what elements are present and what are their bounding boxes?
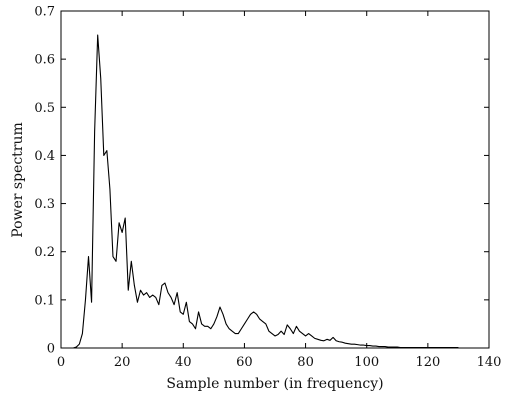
x-tick-label: 40 bbox=[175, 355, 192, 370]
y-tick-label: 0.5 bbox=[34, 101, 55, 116]
y-tick-label: 0.4 bbox=[34, 149, 55, 164]
x-tick-label: 60 bbox=[236, 355, 253, 370]
x-tick-label: 100 bbox=[354, 355, 379, 370]
y-axis-ticks: 0 0.1 0.2 0.3 0.4 0.5 0.6 0.7 bbox=[34, 5, 489, 357]
y-tick-label: 0.2 bbox=[34, 245, 55, 260]
plot-frame bbox=[60, 10, 490, 349]
x-tick-label: 140 bbox=[477, 355, 502, 370]
y-tick-label: 0 bbox=[47, 342, 55, 357]
y-tick-label: 0.1 bbox=[34, 293, 55, 308]
x-axis-label: Sample number (in frequency) bbox=[166, 376, 383, 392]
y-tick-label: 0.7 bbox=[34, 5, 55, 20]
x-tick-label: 20 bbox=[114, 355, 131, 370]
y-tick-label: 0.6 bbox=[34, 53, 55, 68]
power-spectrum-line bbox=[64, 34, 459, 349]
x-axis-ticks: 0 20 40 60 80 100 120 140 bbox=[57, 11, 502, 370]
y-tick-label: 0.3 bbox=[34, 197, 55, 212]
x-tick-label: 120 bbox=[415, 355, 440, 370]
y-axis-label: Power spectrum bbox=[10, 122, 26, 238]
x-tick-label: 80 bbox=[297, 355, 314, 370]
x-tick-label: 0 bbox=[57, 355, 65, 370]
